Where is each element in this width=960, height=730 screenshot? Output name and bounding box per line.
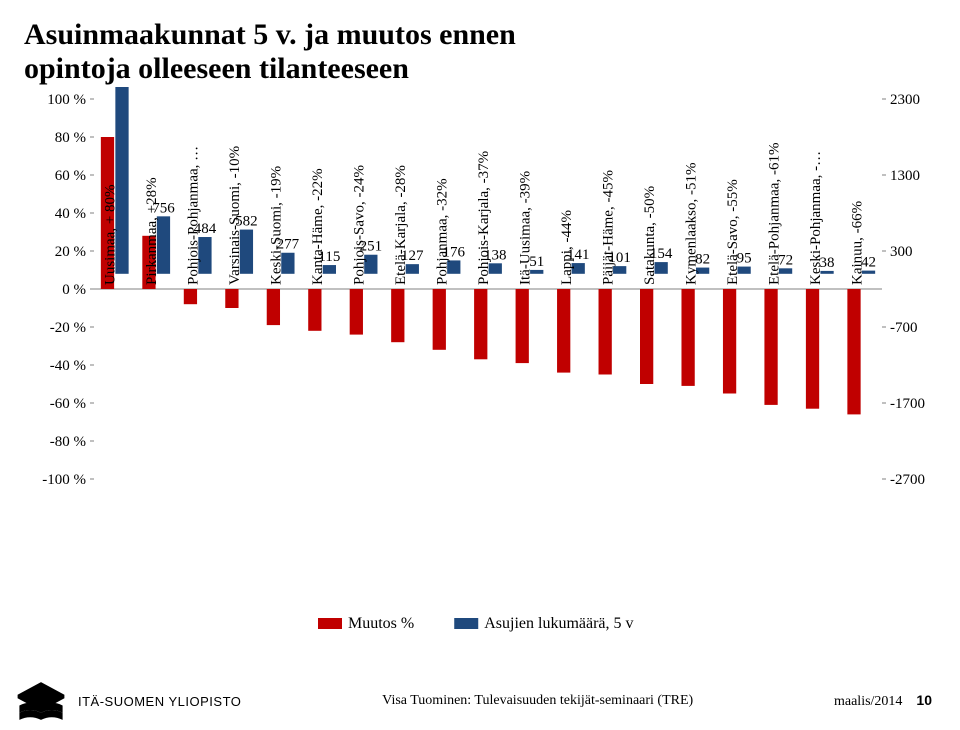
footer-right: maalis/2014 10: [834, 692, 932, 710]
svg-text:60 %: 60 %: [55, 168, 86, 184]
category-label: Pohjanmaa, -32%: [435, 179, 451, 286]
svg-text:-700: -700: [890, 320, 918, 336]
brand-logo-icon: [14, 680, 68, 722]
category-label: Etelä-Pohjanmaa, -61%: [766, 143, 782, 285]
footer-date: maalis/2014: [834, 694, 902, 709]
svg-text:-20 %: -20 %: [50, 320, 86, 336]
footer: ITÄ-SUOMEN YLIOPISTO Visa Tuominen: Tule…: [0, 680, 960, 722]
category-label: Itä-Uusimaa, -39%: [517, 171, 533, 285]
brand: ITÄ-SUOMEN YLIOPISTO: [14, 680, 241, 722]
chart-svg: -100 % -80 % -60 % -40 % -20 % 0 % 20 % 40 % 60 …: [24, 87, 944, 647]
brand-name: ITÄ-SUOMEN YLIOPISTO: [78, 694, 241, 709]
category-label: Uusimaa, + 80%: [103, 185, 119, 286]
svg-text:80 %: 80 %: [55, 130, 86, 146]
category-label: Keski-Pohjanmaa, -…: [808, 151, 824, 285]
svg-text:0 %: 0 %: [62, 282, 86, 298]
svg-text:Muutos %: Muutos %: [348, 615, 414, 632]
slide: Asuinmaakunnat 5 v. ja muutos ennen opin…: [0, 0, 960, 730]
svg-text:20 %: 20 %: [55, 244, 86, 260]
svg-text:-40 %: -40 %: [50, 358, 86, 374]
svg-text:-80 %: -80 %: [50, 434, 86, 450]
category-label: Etelä-Karjala, -28%: [393, 165, 409, 285]
svg-text:Asujien lukumäärä, 5 v: Asujien lukumäärä, 5 v: [484, 615, 633, 632]
category-label: Satakunta, -50%: [642, 186, 658, 285]
category-label: Päijät-Häme, -45%: [600, 170, 616, 285]
category-label: Pirkanmaa, +28%: [144, 178, 160, 286]
svg-text:-100 %: -100 %: [42, 472, 86, 488]
svg-text:-60 %: -60 %: [50, 396, 86, 412]
svg-text:100 %: 100 %: [47, 92, 86, 108]
title-line-2: opintoja olleeseen tilanteeseen: [24, 52, 409, 85]
category-label: Pohjois-Savo, -24%: [352, 165, 368, 285]
category-label: Pohjois-Karjala, -37%: [476, 151, 492, 285]
category-label: Etelä-Savo, -55%: [725, 179, 741, 285]
svg-text:-1700: -1700: [890, 396, 925, 412]
svg-text:1300: 1300: [890, 168, 920, 184]
svg-text:-2700: -2700: [890, 472, 925, 488]
category-label: Pohjois-Pohjanmaa, …: [186, 146, 202, 285]
category-label: Keski-Suomi, -19%: [269, 166, 285, 285]
category-label: Kainuu, -66%: [849, 201, 865, 285]
category-label: Kymenlaakso, -51%: [683, 163, 699, 285]
chart: -100 % -80 % -60 % -40 % -20 % 0 % 20 % 40 % 60 …: [24, 87, 936, 647]
svg-text:40 %: 40 %: [55, 206, 86, 222]
svg-text:2300: 2300: [890, 92, 920, 108]
page-title: Asuinmaakunnat 5 v. ja muutos ennen opin…: [24, 18, 936, 85]
category-label: Lappi, -44%: [559, 210, 575, 285]
category-label: Varsinais-Suomi, -10%: [227, 146, 243, 285]
category-label: Kanta-Häme, -22%: [310, 169, 326, 286]
page-number: 10: [916, 692, 932, 708]
title-line-1: Asuinmaakunnat 5 v. ja muutos ennen: [24, 18, 516, 51]
footer-center-text: Visa Tuominen: Tulevaisuuden tekijät-sem…: [382, 693, 693, 709]
svg-text:300: 300: [890, 244, 913, 260]
